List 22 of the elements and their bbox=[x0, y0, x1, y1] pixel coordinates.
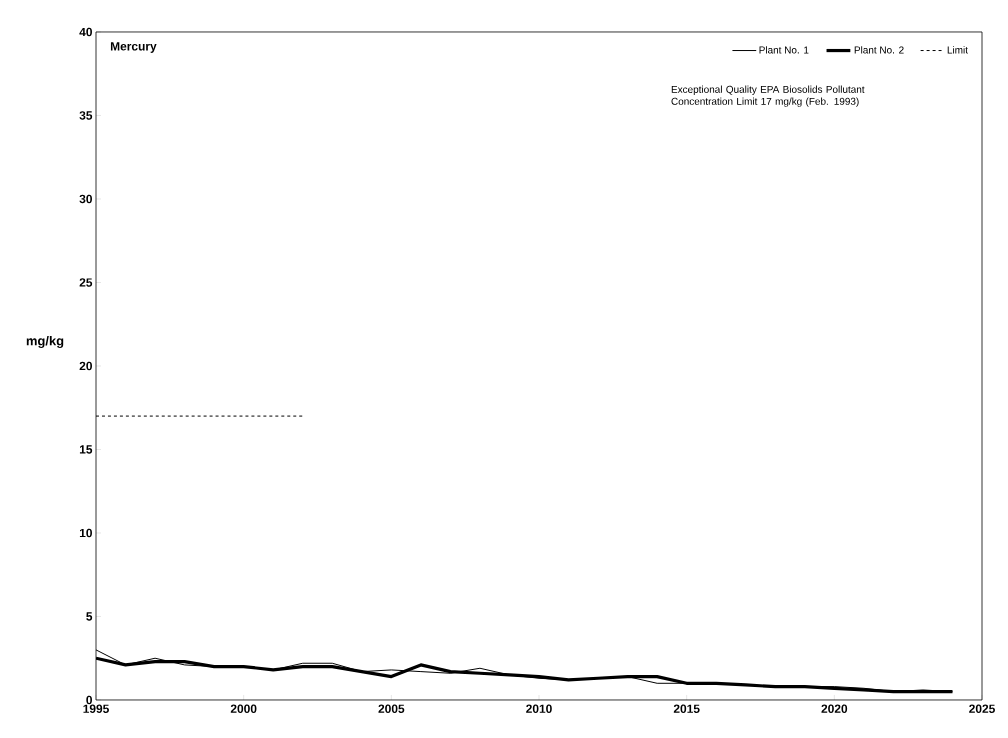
y-tick-label: 25 bbox=[79, 278, 93, 287]
y-tick-label: 40 bbox=[79, 27, 92, 37]
y-tick-label: 30 bbox=[79, 194, 92, 204]
y-tick-label: 5 bbox=[86, 612, 93, 621]
x-tick-label: 2025 bbox=[969, 704, 995, 713]
x-tick-label: 2015 bbox=[673, 704, 700, 713]
x-tick-label: 2020 bbox=[821, 704, 848, 713]
x-tick-label: 2005 bbox=[378, 704, 405, 713]
legend-label: Limit bbox=[947, 46, 968, 54]
y-tick-label: 15 bbox=[79, 445, 93, 454]
legend-label: Plant No. 2 bbox=[854, 46, 904, 54]
y-tick-label: 10 bbox=[79, 528, 92, 538]
x-tick-label: 1995 bbox=[83, 704, 109, 713]
y-tick-label: 20 bbox=[79, 361, 92, 371]
legend-label: Plant No. 1 bbox=[759, 46, 809, 54]
y-tick-label: 0 bbox=[86, 695, 92, 705]
annotation: Exceptional Quality EPA Biosolids Pollutant Concentration Limit 17 mg/kg (Feb. 1993) bbox=[671, 85, 865, 107]
text: Mercury bbox=[110, 42, 157, 53]
x-tick-label: 2000 bbox=[230, 704, 257, 713]
y-tick-label: 35 bbox=[79, 111, 93, 120]
y-axis-title: mg/kg bbox=[26, 335, 64, 349]
x-tick-label: 2010 bbox=[526, 704, 552, 713]
